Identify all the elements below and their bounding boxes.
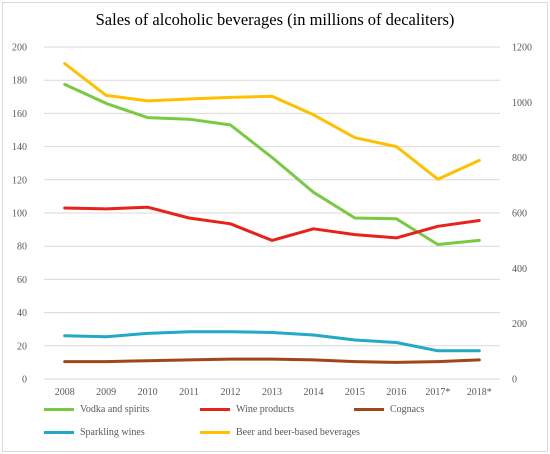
legend: Vodka and spirits Wine products Cognacs … [44,404,524,444]
x-tick-label: 2016 [386,387,406,398]
x-tick-label: 2009 [96,387,116,398]
x-axis-ticks: 2008 2009 2010 2011 2012 2013 2014 2015 2016 2017… [55,387,492,398]
legend-label-sparkling: Sparkling wines [80,427,145,438]
x-tick-label: 2015 [345,387,365,398]
legend-item-sparkling: Sparkling wines [44,427,145,438]
left-tick-label: 100 [12,209,27,220]
legend-item-cognacs: Cognacs [354,404,424,415]
series-line-wine-products [63,205,481,242]
right-tick-label: 600 [512,209,527,220]
x-tick-label: 2018* [467,387,492,398]
series-line-vodka-and-spirits [63,82,481,246]
left-tick-label: 40 [17,308,27,319]
left-tick-label: 140 [12,142,27,153]
right-axis-ticks: 0 200 400 600 800 1000 1200 [512,43,532,386]
left-axis-ticks: 0 20 40 60 80 100 120 140 160 180 200 [12,43,27,386]
right-tick-label: 400 [512,264,527,275]
x-tick-label: 2011 [179,387,199,398]
x-tick-label: 2017* [425,387,450,398]
legend-swatch-cognacs [354,408,384,411]
x-tick-label: 2013 [262,387,282,398]
right-tick-label: 1200 [512,43,532,54]
right-tick-label: 800 [512,153,527,164]
x-tick-label: 2014 [303,387,323,398]
legend-swatch-sparkling [44,431,74,434]
legend-label-vodka: Vodka and spirits [80,404,150,415]
legend-label-beer: Beer and beer-based beverages [236,427,360,438]
left-tick-label: 0 [22,375,27,386]
grid-lines [44,46,500,380]
left-tick-label: 160 [12,109,27,120]
legend-item-vodka: Vodka and spirits [44,404,149,415]
legend-item-wine: Wine products [200,404,294,415]
left-tick-label: 20 [17,341,27,352]
legend-label-cognacs: Cognacs [390,404,425,415]
x-tick-label: 2012 [221,387,241,398]
legend-item-beer: Beer and beer-based beverages [200,427,360,438]
series-line-cognacs [63,357,481,364]
chart-title: Sales of alcoholic beverages (in million… [95,10,455,29]
right-tick-label: 1000 [512,98,532,109]
series-lines [63,62,481,364]
left-tick-label: 120 [12,175,27,186]
right-tick-label: 200 [512,319,527,330]
left-tick-label: 200 [12,43,27,54]
x-tick-label: 2010 [138,387,158,398]
legend-label-wine: Wine products [236,404,295,415]
legend-swatch-wine [200,408,230,411]
series-line-beer-and-beer-based-beverages [63,62,481,181]
legend-swatch-beer [200,431,230,434]
left-tick-label: 60 [17,275,27,286]
x-tick-label: 2008 [55,387,75,398]
right-tick-label: 0 [512,375,517,386]
left-tick-label: 180 [12,76,27,87]
left-tick-label: 80 [17,242,27,253]
series-line-sparkling-wines [63,330,481,353]
legend-swatch-vodka [44,408,74,411]
